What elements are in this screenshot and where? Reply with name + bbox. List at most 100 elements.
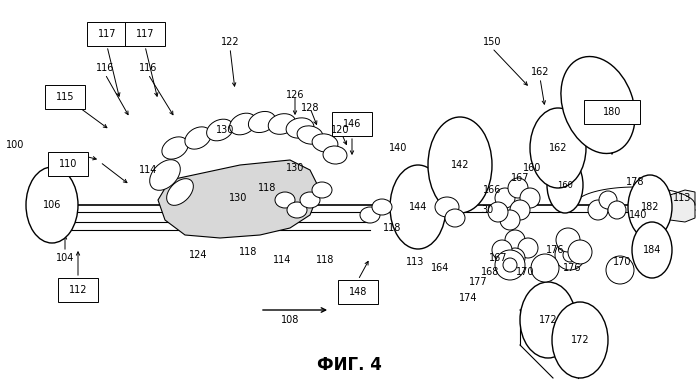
Ellipse shape <box>275 192 295 208</box>
Bar <box>338 280 378 304</box>
Text: 120: 120 <box>331 125 350 135</box>
Circle shape <box>563 248 577 262</box>
Circle shape <box>568 240 592 264</box>
Polygon shape <box>670 190 695 222</box>
Ellipse shape <box>445 209 465 227</box>
Text: 118: 118 <box>258 183 276 193</box>
Ellipse shape <box>287 202 307 218</box>
Circle shape <box>500 210 520 230</box>
Text: 106: 106 <box>43 200 62 210</box>
Circle shape <box>555 240 585 270</box>
Text: 117: 117 <box>98 29 116 39</box>
Text: 172: 172 <box>539 315 557 325</box>
Circle shape <box>599 191 617 209</box>
Text: 100: 100 <box>6 140 24 150</box>
Circle shape <box>518 238 538 258</box>
Circle shape <box>495 188 515 208</box>
Ellipse shape <box>428 117 492 213</box>
Text: ФИГ. 4: ФИГ. 4 <box>317 356 382 374</box>
Text: 112: 112 <box>69 285 87 295</box>
Ellipse shape <box>435 197 459 217</box>
Text: 124: 124 <box>189 250 207 260</box>
Text: 148: 148 <box>349 287 367 297</box>
Text: 177: 177 <box>469 277 487 287</box>
Bar <box>45 85 85 109</box>
Text: 176: 176 <box>546 245 564 255</box>
Text: 130: 130 <box>286 163 304 173</box>
Text: 150: 150 <box>483 37 501 47</box>
Ellipse shape <box>360 207 380 223</box>
Text: 140: 140 <box>389 143 408 153</box>
Bar <box>125 22 165 46</box>
Ellipse shape <box>162 137 188 159</box>
Text: 180: 180 <box>603 107 621 117</box>
Text: 142: 142 <box>451 160 469 170</box>
Polygon shape <box>158 160 320 238</box>
Text: 170: 170 <box>516 267 534 277</box>
Text: 108: 108 <box>281 315 299 325</box>
Text: 130: 130 <box>216 125 234 135</box>
Ellipse shape <box>628 175 672 239</box>
Text: 116: 116 <box>139 63 157 73</box>
Circle shape <box>503 258 517 272</box>
Text: 114: 114 <box>139 165 157 175</box>
Text: 126: 126 <box>286 90 304 100</box>
Text: 146: 146 <box>343 119 361 129</box>
Text: 164: 164 <box>431 263 449 273</box>
Text: 162: 162 <box>531 67 549 77</box>
Bar <box>58 278 98 302</box>
Ellipse shape <box>632 222 672 278</box>
Ellipse shape <box>150 160 180 190</box>
Text: 162: 162 <box>549 143 568 153</box>
Text: 178: 178 <box>626 177 644 187</box>
Text: 116: 116 <box>96 63 114 73</box>
Text: 115: 115 <box>56 92 74 102</box>
Ellipse shape <box>268 114 296 134</box>
Text: 128: 128 <box>301 103 319 113</box>
Circle shape <box>510 200 530 220</box>
Ellipse shape <box>286 118 314 138</box>
Circle shape <box>505 230 525 250</box>
Bar <box>584 100 640 124</box>
Text: 140: 140 <box>629 210 647 220</box>
Text: 144: 144 <box>409 202 427 212</box>
Text: 166: 166 <box>483 185 501 195</box>
Text: 168: 168 <box>481 267 499 277</box>
Circle shape <box>505 248 525 268</box>
Text: 170: 170 <box>613 257 631 267</box>
Text: 160: 160 <box>557 181 573 189</box>
Text: 122: 122 <box>221 37 239 47</box>
Bar <box>332 112 372 136</box>
Text: 174: 174 <box>459 293 477 303</box>
Circle shape <box>588 200 608 220</box>
Circle shape <box>520 188 540 208</box>
Circle shape <box>531 254 559 282</box>
Ellipse shape <box>323 146 347 164</box>
Text: 176: 176 <box>563 263 582 273</box>
Text: 130: 130 <box>229 193 247 203</box>
Ellipse shape <box>185 127 211 149</box>
Text: 118: 118 <box>239 247 257 257</box>
Ellipse shape <box>230 113 257 135</box>
Text: 160: 160 <box>523 163 541 173</box>
Text: 117: 117 <box>136 29 154 39</box>
Text: 118: 118 <box>383 223 401 233</box>
Text: 182: 182 <box>641 202 659 212</box>
Ellipse shape <box>530 108 586 188</box>
Text: 110: 110 <box>59 159 77 169</box>
Text: 104: 104 <box>56 253 74 263</box>
Ellipse shape <box>297 126 323 144</box>
Text: 118: 118 <box>316 255 334 265</box>
Ellipse shape <box>312 182 332 198</box>
Text: 167: 167 <box>489 253 507 263</box>
Ellipse shape <box>312 134 338 152</box>
Ellipse shape <box>520 282 576 358</box>
Circle shape <box>606 256 634 284</box>
Bar <box>87 22 127 46</box>
Circle shape <box>492 240 512 260</box>
Text: 184: 184 <box>643 245 661 255</box>
Text: 30: 30 <box>481 205 493 215</box>
Text: 172: 172 <box>570 335 589 345</box>
Text: 113: 113 <box>673 193 691 203</box>
Ellipse shape <box>547 157 583 213</box>
